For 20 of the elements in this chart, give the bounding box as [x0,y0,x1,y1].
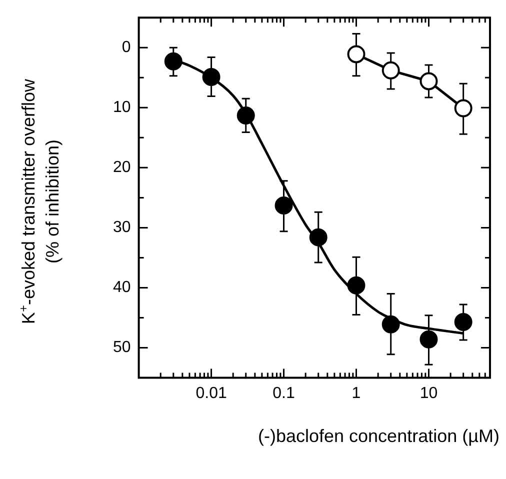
y-tick-label: 0 [122,39,131,56]
point [236,106,255,124]
point [202,68,220,86]
point [274,196,293,215]
x-tick-label: 10 [420,384,438,402]
point [420,330,438,348]
point [454,312,472,331]
y-tick-label: 20 [113,159,131,176]
x-tick-label: 1 [352,384,361,402]
x-tick-label: 0.1 [272,384,295,402]
x-tick-label: 0.01 [196,384,227,402]
y-tick-label: 40 [113,279,131,296]
point [309,228,328,246]
y-tick-label: 10 [113,99,131,116]
y-tick-label: 50 [113,339,131,356]
point [347,276,366,294]
x-axis-title: (-)baclofen concentration (µM) [258,426,500,447]
y-tick-label: 30 [113,219,131,236]
point [382,315,400,334]
point [164,52,182,70]
